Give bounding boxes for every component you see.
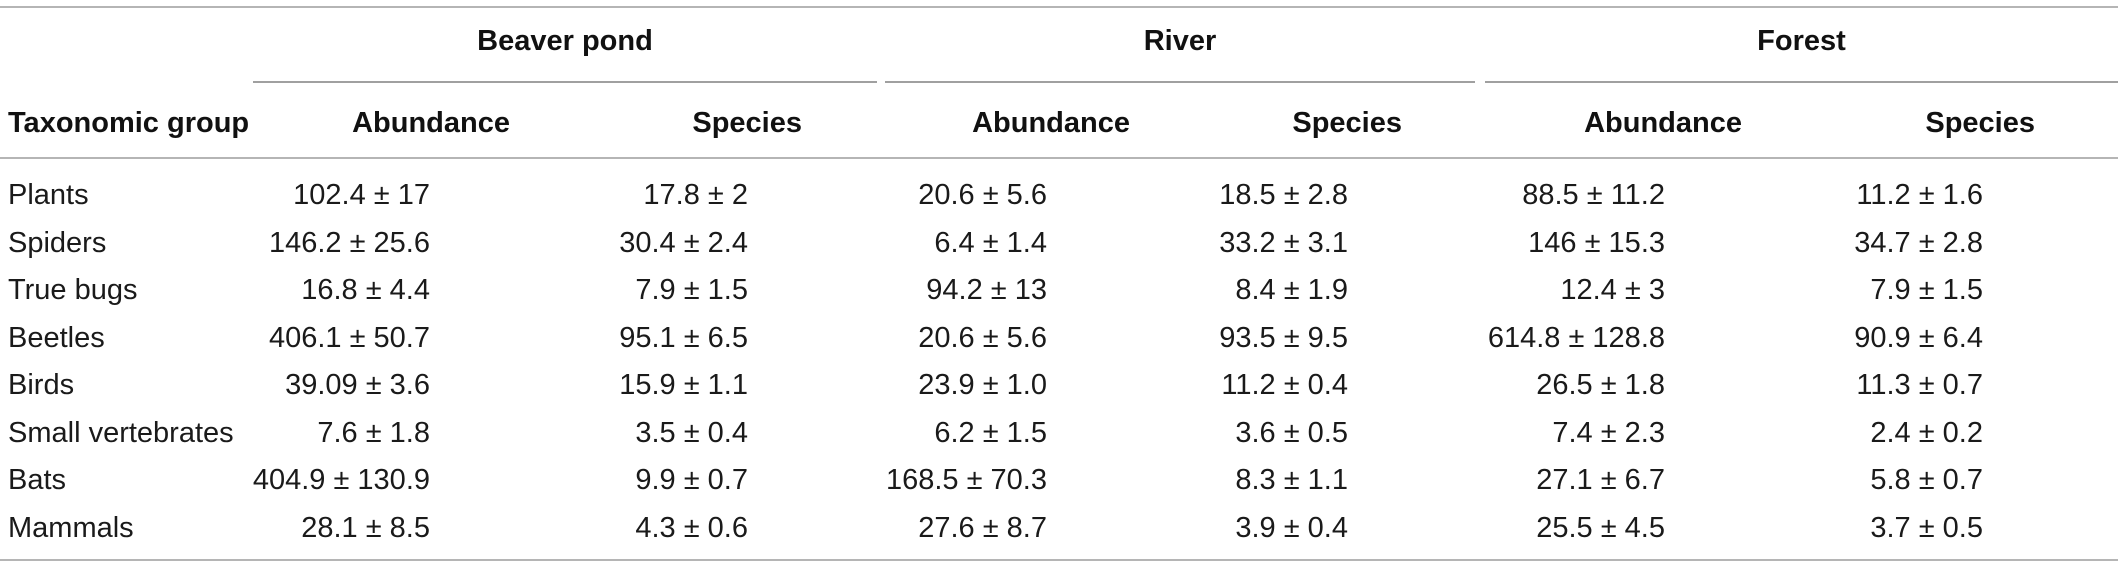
col-header-beaver-species: Species [692, 107, 802, 139]
table-cell: 3.9 ± 0.4 [1235, 512, 1348, 544]
table-cell: 30.4 ± 2.4 [619, 227, 748, 259]
table-cell: 18.5 ± 2.8 [1219, 179, 1348, 211]
table-cell: 11.2 ± 0.4 [1221, 369, 1348, 401]
table-cell: 168.5 ± 70.3 [885, 464, 1047, 496]
row-label: Beetles [8, 322, 105, 354]
table-cell: 614.8 ± 128.8 [1487, 322, 1665, 354]
row-label: Spiders [8, 227, 107, 259]
row-label: Small vertebrates [8, 417, 234, 449]
group-header-beaver-pond: Beaver pond [477, 25, 653, 57]
header-bottom-rule [0, 157, 2118, 159]
table-cell: 20.6 ± 5.6 [918, 322, 1047, 354]
table-cell: 15.9 ± 1.1 [619, 369, 748, 401]
col-header-forest-species: Species [1925, 107, 2035, 139]
table-cell: 7.6 ± 1.8 [317, 417, 430, 449]
table-cell: 95.1 ± 6.5 [619, 322, 748, 354]
table-cell: 6.2 ± 1.5 [934, 417, 1047, 449]
table-cell: 28.1 ± 8.5 [301, 512, 430, 544]
table-cell: 146.2 ± 25.6 [268, 227, 430, 259]
group-rule-forest [1485, 81, 2118, 83]
table-bottom-rule [0, 559, 2118, 561]
table-cell: 102.4 ± 17 [293, 179, 430, 211]
table-cell: 88.5 ± 11.2 [1522, 179, 1665, 211]
table-cell: 16.8 ± 4.4 [301, 274, 430, 306]
table-cell: 23.9 ± 1.0 [918, 369, 1047, 401]
row-label: Plants [8, 179, 89, 211]
table-cell: 4.3 ± 0.6 [635, 512, 748, 544]
table-cell: 8.4 ± 1.9 [1235, 274, 1348, 306]
table-cell: 7.9 ± 1.5 [1870, 274, 1983, 306]
table-cell: 90.9 ± 6.4 [1854, 322, 1983, 354]
table-cell: 9.9 ± 0.7 [635, 464, 748, 496]
table-cell: 3.5 ± 0.4 [635, 417, 748, 449]
group-rule-beaver-pond [253, 81, 877, 83]
table-cell: 3.7 ± 0.5 [1870, 512, 1983, 544]
table-cell: 34.7 ± 2.8 [1854, 227, 1983, 259]
table-cell: 39.09 ± 3.6 [285, 369, 430, 401]
col-header-river-abundance: Abundance [972, 107, 1130, 139]
table-cell: 406.1 ± 50.7 [268, 322, 430, 354]
col-header-forest-abundance: Abundance [1584, 107, 1742, 139]
table-cell: 11.2 ± 1.6 [1856, 179, 1983, 211]
table-cell: 404.9 ± 130.9 [252, 464, 430, 496]
col-header-beaver-abundance: Abundance [352, 107, 510, 139]
row-header-label: Taxonomic group [8, 107, 250, 139]
table-cell: 8.3 ± 1.1 [1235, 464, 1348, 496]
table-cell: 5.8 ± 0.7 [1870, 464, 1983, 496]
table-cell: 12.4 ± 3 [1560, 274, 1665, 306]
table-cell: 20.6 ± 5.6 [918, 179, 1047, 211]
table-cell: 93.5 ± 9.5 [1219, 322, 1348, 354]
table-cell: 6.4 ± 1.4 [934, 227, 1047, 259]
table-cell: 26.5 ± 1.8 [1536, 369, 1665, 401]
table-cell: 2.4 ± 0.2 [1870, 417, 1983, 449]
table-cell: 7.9 ± 1.5 [635, 274, 748, 306]
col-header-river-species: Species [1292, 107, 1402, 139]
table-cell: 25.5 ± 4.5 [1536, 512, 1665, 544]
group-header-forest: Forest [1757, 25, 1846, 57]
row-label: Mammals [8, 512, 134, 544]
table-cell: 11.3 ± 0.7 [1856, 369, 1983, 401]
table-cell: 94.2 ± 13 [926, 274, 1047, 306]
table-cell: 17.8 ± 2 [643, 179, 748, 211]
row-label: Bats [8, 464, 67, 496]
table-cell: 33.2 ± 3.1 [1219, 227, 1348, 259]
row-label: True bugs [8, 274, 138, 306]
table-cell: 3.6 ± 0.5 [1235, 417, 1348, 449]
table-cell: 7.4 ± 2.3 [1552, 417, 1665, 449]
row-label: Birds [8, 369, 75, 401]
table-cell: 146 ± 15.3 [1528, 227, 1665, 259]
group-header-river: River [1143, 25, 1217, 57]
table-cell: 27.1 ± 6.7 [1536, 464, 1665, 496]
table-top-rule [0, 6, 2118, 8]
table-cell: 27.6 ± 8.7 [918, 512, 1047, 544]
group-rule-river [885, 81, 1475, 83]
